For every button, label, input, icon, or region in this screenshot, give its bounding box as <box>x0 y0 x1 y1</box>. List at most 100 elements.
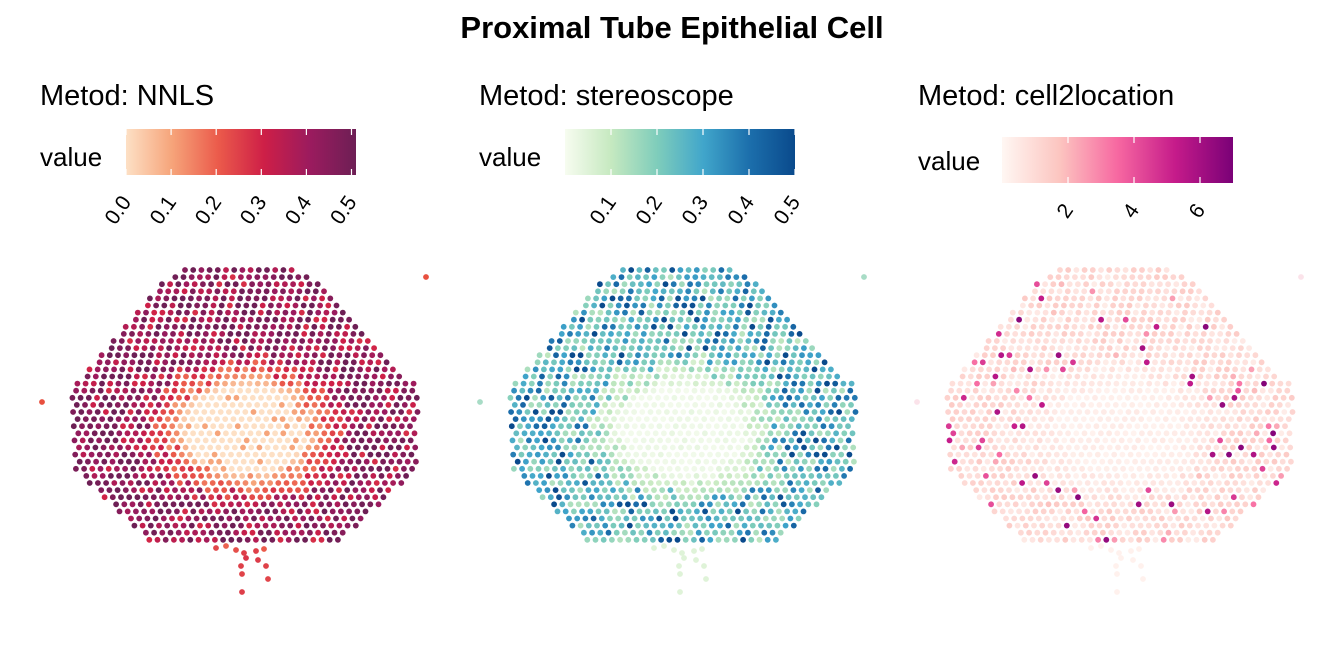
spot-stereoscope <box>820 480 826 486</box>
spot-nnls <box>298 458 304 465</box>
spot-cell2location <box>1083 394 1090 401</box>
spot-nnls <box>337 416 343 422</box>
spot-nnls <box>306 494 313 501</box>
spot-cell2location <box>1162 380 1169 387</box>
spot-stereoscope <box>568 465 575 472</box>
spot-nnls <box>97 465 104 472</box>
spot-cell2location <box>1178 487 1185 493</box>
spot-stereoscope <box>694 316 700 323</box>
spot-stereoscope <box>751 316 758 323</box>
spot-cell2location <box>1033 458 1040 465</box>
spot-cell2location <box>1021 465 1028 472</box>
spot-nnls <box>251 423 258 430</box>
spot-cell2location <box>1203 416 1210 422</box>
spot-nnls <box>349 423 356 430</box>
spot-stereoscope <box>851 458 857 465</box>
spot-nnls <box>331 309 338 316</box>
spot-stereoscope <box>578 416 585 422</box>
spot-cell2location <box>1130 473 1137 479</box>
spot-stereoscope <box>652 267 659 273</box>
spot-nnls <box>212 295 219 302</box>
spot-cell2location <box>1177 295 1184 302</box>
spot-nnls <box>328 402 334 408</box>
spot-nnls <box>227 302 233 309</box>
spot-cell2location <box>1135 437 1141 444</box>
spot-cell2location <box>1226 451 1232 458</box>
spot-nnls <box>182 345 189 351</box>
spot-nnls <box>325 423 331 430</box>
spot-cell2location <box>975 444 982 451</box>
spot-stereoscope <box>689 423 696 430</box>
spot-cell2location <box>1080 416 1087 422</box>
spot-nnls <box>278 323 285 330</box>
spot-nnls <box>378 430 385 437</box>
spot-stereoscope <box>571 345 578 351</box>
spot-cell2location <box>1128 536 1134 543</box>
spot-stereoscope <box>713 409 719 415</box>
spot-stereoscope <box>545 380 552 387</box>
spot-cell2location <box>1252 487 1258 493</box>
spot-cell2location <box>1172 345 1179 351</box>
spot-cell2location <box>1029 359 1035 366</box>
spot-stereoscope <box>565 366 572 373</box>
spot-cell2location <box>1113 522 1119 529</box>
spot-cell2location <box>1065 316 1072 323</box>
spot-nnls <box>151 529 158 536</box>
spot-stereoscope <box>602 416 609 422</box>
spot-nnls <box>371 345 377 351</box>
spot-nnls <box>142 458 149 465</box>
spot-nnls <box>287 416 294 422</box>
spot-cell2location <box>1132 281 1139 288</box>
spot-stereoscope <box>795 515 802 522</box>
spot-stereoscope <box>538 444 545 451</box>
spot-stereoscope <box>550 437 557 444</box>
spot-nnls <box>139 402 146 408</box>
spot-stereoscope <box>620 444 627 451</box>
spot-nnls <box>394 416 401 422</box>
spot-stereoscope <box>728 309 735 316</box>
spot-stereoscope <box>631 515 638 522</box>
spot-cell2location <box>1055 323 1061 330</box>
spot-stereoscope <box>514 458 521 465</box>
spot-stereoscope <box>581 309 587 316</box>
spot-nnls <box>131 522 138 529</box>
spot-stereoscope <box>549 423 556 430</box>
spot-cell2location <box>1143 302 1149 309</box>
spot-stereoscope <box>742 380 748 387</box>
spot-nnls <box>378 473 385 479</box>
spot-cell2location <box>1006 487 1012 493</box>
spot-cell2location <box>1112 323 1119 330</box>
spot-nnls <box>298 529 305 536</box>
spot-stereoscope <box>848 402 854 408</box>
spot-stereoscope <box>544 487 551 493</box>
spot-stereoscope <box>688 409 695 415</box>
spot-cell2location <box>1070 359 1076 366</box>
spot-cell2location <box>1227 402 1234 408</box>
spot-stereoscope <box>639 515 646 522</box>
spot-stereoscope <box>570 430 577 437</box>
spot-nnls <box>274 309 281 316</box>
spot-cell2location <box>1126 302 1133 309</box>
spot-nnls <box>310 536 317 543</box>
spot-cell2location <box>1116 394 1123 401</box>
spot-stereoscope <box>637 345 643 351</box>
spot-cell2location <box>1128 387 1135 394</box>
spot-cell2location <box>1062 501 1068 508</box>
spot-cell2location <box>1015 473 1022 479</box>
spot-nnls <box>349 409 355 415</box>
spot-stereoscope <box>754 366 760 373</box>
spot-stereoscope <box>800 473 806 479</box>
spot-nnls <box>145 437 152 444</box>
spot-nnls <box>389 394 396 401</box>
spot-cell2location <box>1092 409 1099 415</box>
spot-cell2location <box>1232 480 1239 486</box>
spot-cell2location <box>1022 323 1029 330</box>
spot-nnls <box>146 465 153 472</box>
colorbar-tick-label: 0.1 <box>586 192 622 229</box>
spot-cell2location <box>1163 508 1170 515</box>
spot-nnls <box>139 522 146 529</box>
spot-cell2location <box>1192 437 1199 444</box>
spot-cell2location <box>961 409 968 415</box>
spot-stereoscope <box>573 338 580 344</box>
spot-nnls <box>238 352 244 359</box>
